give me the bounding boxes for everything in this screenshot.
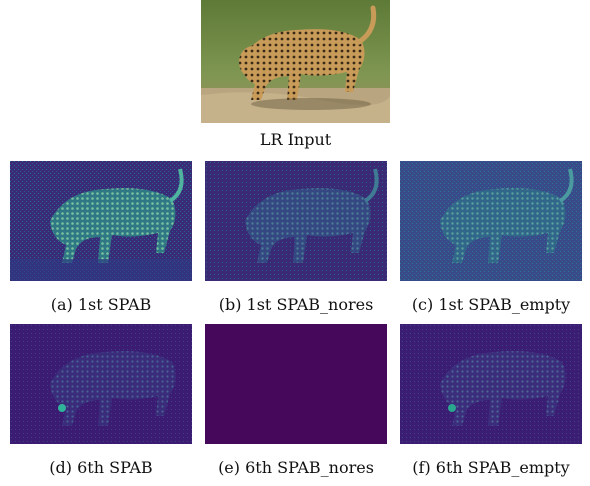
caption-e: (e) 6th SPAB_nores [218, 458, 374, 477]
caption-a: (a) 1st SPAB [50, 295, 152, 314]
caption-b: (b) 1st SPAB_nores [218, 295, 374, 314]
heatmap-d-6th-spab [10, 324, 192, 444]
caption-d: (d) 6th SPAB [49, 458, 153, 477]
lr-input-image [201, 0, 390, 123]
heatmap-b-1st-spab-nores [205, 161, 387, 281]
heatmap-f-6th-spab-empty [400, 324, 582, 444]
lr-input-caption: LR Input [259, 130, 332, 149]
heatmap-c-1st-spab-empty [400, 161, 582, 281]
caption-c: (c) 1st SPAB_empty [411, 295, 571, 314]
caption-f: (f) 6th SPAB_empty [412, 458, 570, 477]
heatmap-e-6th-spab-nores [205, 324, 387, 444]
heatmap-a-1st-spab [10, 161, 192, 281]
